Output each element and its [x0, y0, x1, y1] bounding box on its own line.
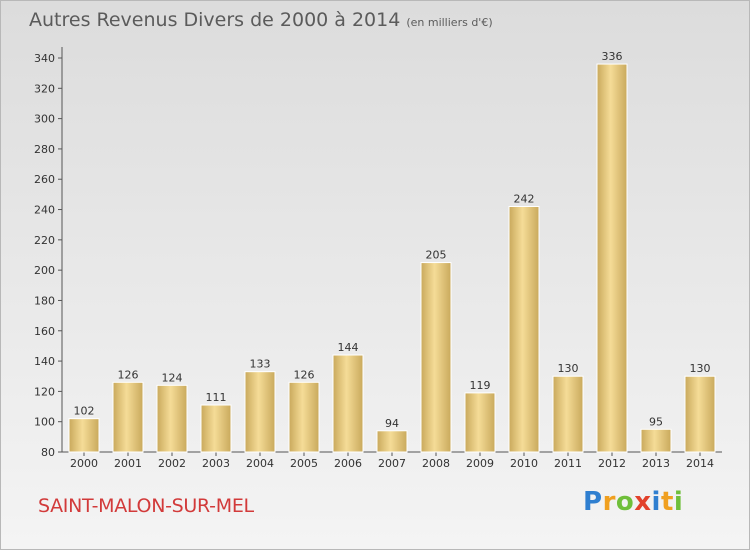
bar-2011 [552, 375, 584, 453]
data-label-2001: 126 [118, 368, 139, 381]
y-tick-label: 240 [34, 204, 55, 217]
data-label-2002: 124 [162, 371, 183, 384]
y-tick-label: 100 [34, 416, 55, 429]
data-label-2004: 133 [250, 358, 271, 371]
x-tick-label-2009: 2009 [466, 457, 494, 470]
x-tick-label-2013: 2013 [642, 457, 670, 470]
bar-2013 [640, 428, 672, 453]
y-tick-label: 140 [34, 355, 55, 368]
bar-2001 [112, 381, 144, 453]
data-label-2013: 95 [649, 415, 663, 428]
x-tick-label-2004: 2004 [246, 457, 274, 470]
commune-name: SAINT-MALON-SUR-MEL [38, 495, 254, 517]
bar-2010 [508, 206, 540, 453]
x-tick-label-2010: 2010 [510, 457, 538, 470]
bar-2008 [420, 262, 452, 453]
data-label-2003: 111 [206, 391, 227, 404]
y-tick-label: 340 [34, 52, 55, 65]
data-label-2000: 102 [74, 405, 95, 418]
y-tick-label: 280 [34, 143, 55, 156]
bar-2012 [596, 63, 628, 453]
x-tick-label-2002: 2002 [158, 457, 186, 470]
data-label-2005: 126 [294, 368, 315, 381]
y-tick-label: 320 [34, 82, 55, 95]
data-label-2009: 119 [470, 379, 491, 392]
bar-2014 [684, 375, 716, 453]
y-tick-label: 160 [34, 325, 55, 338]
data-label-2010: 242 [514, 193, 535, 206]
bar-2006 [332, 354, 364, 453]
bar-2002 [156, 384, 188, 453]
bar-2005 [288, 381, 320, 453]
bar-2003 [200, 404, 232, 453]
chart-bars: 102 126 124 111 133 126 144 94 205 119 242 130 336 95… [68, 50, 716, 453]
data-label-2014: 130 [690, 362, 711, 375]
data-label-2011: 130 [558, 362, 579, 375]
data-label-2008: 205 [426, 249, 447, 262]
bar-2009 [464, 392, 496, 453]
x-tick-label-2006: 2006 [334, 457, 362, 470]
x-tick-label-2007: 2007 [378, 457, 406, 470]
y-tick-label: 80 [41, 446, 55, 459]
x-tick-label-2008: 2008 [422, 457, 450, 470]
data-label-2006: 144 [338, 341, 359, 354]
bar-2000 [68, 418, 100, 453]
x-tick-label-2011: 2011 [554, 457, 582, 470]
y-tick-label: 180 [34, 294, 55, 307]
chart-title-unit: (en milliers d'€) [406, 16, 493, 29]
x-tick-label-2005: 2005 [290, 457, 318, 470]
chart-title: Autres Revenus Divers de 2000 à 2014 (en … [29, 9, 493, 31]
x-tick-label-2014: 2014 [686, 457, 714, 470]
x-tick-label-2000: 2000 [70, 457, 98, 470]
y-tick-label: 200 [34, 264, 55, 277]
data-label-2007: 94 [385, 417, 399, 430]
x-tick-label-2003: 2003 [202, 457, 230, 470]
y-tick-label: 120 [34, 385, 55, 398]
y-tick-label: 300 [34, 113, 55, 126]
y-tick-label: 260 [34, 173, 55, 186]
chart-title-main: Autres Revenus Divers de 2000 à 2014 [29, 9, 401, 31]
proxiti-logo: Proxiti [583, 487, 684, 517]
x-tick-label-2012: 2012 [598, 457, 626, 470]
bar-2004 [244, 371, 276, 453]
y-tick-label: 220 [34, 234, 55, 247]
data-label-2012: 336 [602, 50, 623, 63]
bar-2007 [376, 430, 408, 453]
x-tick-label-2001: 2001 [114, 457, 142, 470]
